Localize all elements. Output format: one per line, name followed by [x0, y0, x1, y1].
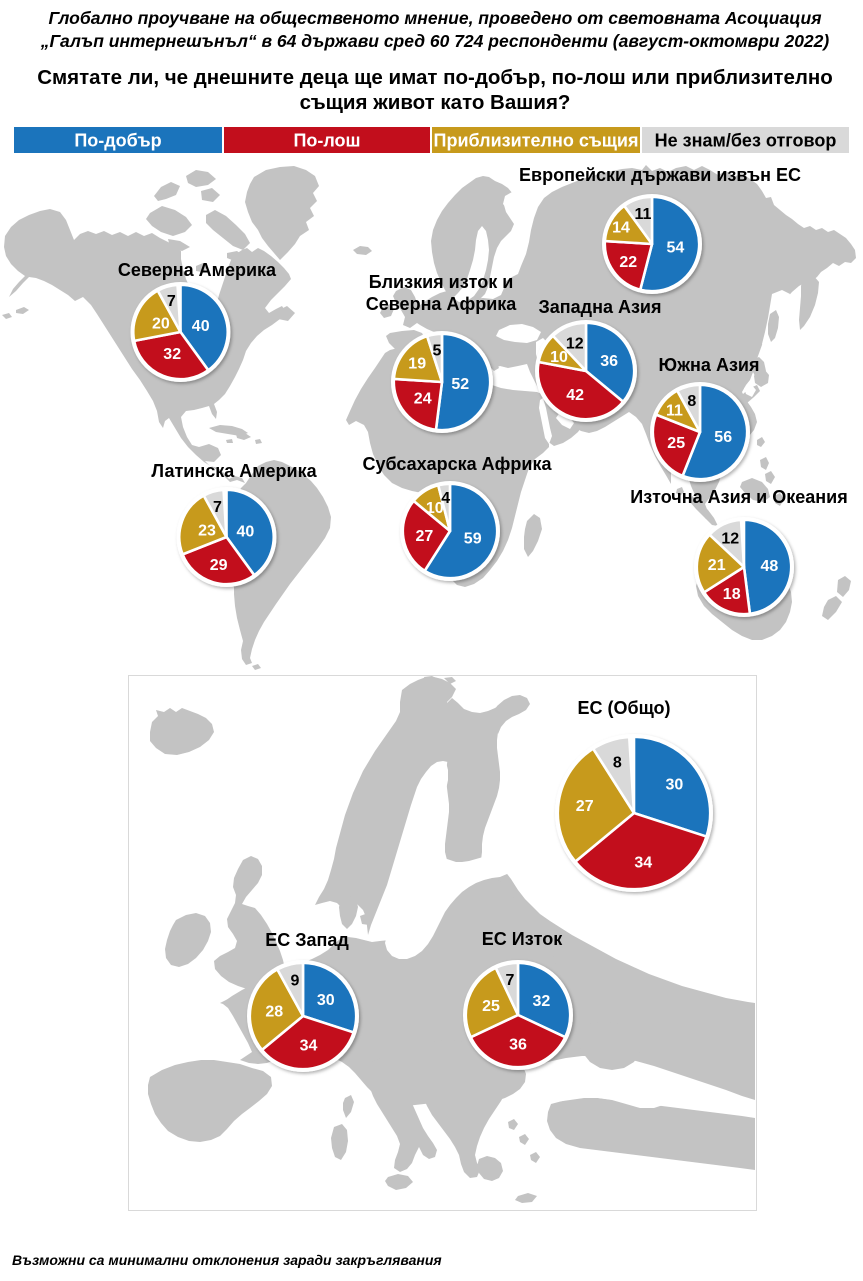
svg-text:24: 24: [414, 391, 432, 408]
svg-text:32: 32: [533, 993, 551, 1010]
svg-text:34: 34: [300, 1038, 318, 1055]
svg-text:42: 42: [566, 387, 584, 404]
svg-text:9: 9: [290, 972, 299, 989]
svg-text:10: 10: [550, 349, 568, 366]
svg-text:12: 12: [721, 531, 739, 548]
svg-text:Северна Америка: Северна Америка: [118, 260, 277, 280]
svg-text:7: 7: [506, 972, 515, 989]
svg-text:10: 10: [426, 500, 444, 517]
svg-text:11: 11: [666, 402, 683, 419]
svg-text:7: 7: [213, 499, 222, 516]
svg-text:30: 30: [317, 992, 335, 1009]
svg-text:11: 11: [635, 206, 652, 223]
svg-text:7: 7: [167, 293, 176, 310]
svg-text:40: 40: [237, 524, 255, 541]
svg-text:27: 27: [416, 528, 434, 545]
svg-text:Приблизително същия: Приблизително същия: [434, 131, 639, 151]
svg-text:40: 40: [192, 318, 210, 335]
svg-text:18: 18: [723, 586, 741, 603]
svg-text:27: 27: [576, 798, 594, 815]
svg-text:52: 52: [451, 376, 469, 393]
svg-text:28: 28: [265, 1003, 283, 1020]
svg-text:56: 56: [714, 429, 732, 446]
svg-text:30: 30: [666, 776, 684, 793]
svg-text:Европейски държави извън ЕС: Европейски държави извън ЕС: [519, 165, 801, 185]
svg-text:36: 36: [600, 353, 618, 370]
svg-text:20: 20: [152, 316, 170, 333]
svg-text:Източна Азия и Океания: Източна Азия и Океания: [630, 487, 847, 507]
svg-text:Близкия изток и: Близкия изток и: [369, 272, 514, 292]
svg-text:8: 8: [613, 754, 622, 771]
svg-text:По-добър: По-добър: [74, 131, 161, 151]
svg-text:8: 8: [687, 393, 696, 410]
svg-text:Не знам/без отговор: Не знам/без отговор: [655, 131, 837, 151]
svg-text:19: 19: [408, 356, 426, 373]
svg-text:29: 29: [210, 557, 228, 574]
svg-text:4: 4: [441, 490, 450, 507]
svg-text:34: 34: [634, 854, 652, 871]
svg-text:54: 54: [667, 240, 685, 257]
svg-text:По-лош: По-лош: [293, 131, 360, 151]
svg-text:Субсахарска Африка: Субсахарска Африка: [362, 454, 552, 474]
svg-text:„Галъп интернешънъл“ в 64 държ: „Галъп интернешънъл“ в 64 държави сред 6…: [40, 31, 830, 51]
svg-text:ЕС Изток: ЕС Изток: [482, 929, 563, 949]
svg-text:48: 48: [761, 558, 779, 575]
svg-text:36: 36: [509, 1037, 527, 1054]
svg-text:Латинска Америка: Латинска Америка: [151, 461, 317, 481]
svg-text:25: 25: [482, 998, 500, 1015]
svg-text:23: 23: [198, 523, 216, 540]
svg-text:Южна Азия: Южна Азия: [659, 355, 760, 375]
svg-text:14: 14: [612, 220, 630, 237]
svg-text:59: 59: [464, 530, 482, 547]
svg-text:същия живот като Вашия?: същия живот като Вашия?: [300, 91, 571, 114]
svg-text:5: 5: [432, 342, 441, 359]
svg-text:25: 25: [667, 435, 685, 452]
svg-text:Глобално проучване на обществе: Глобално проучване на общественото мнени…: [48, 8, 821, 28]
svg-text:ЕС Запад: ЕС Запад: [265, 930, 349, 950]
svg-text:32: 32: [163, 346, 181, 363]
svg-text:Възможни са минимални отклонен: Възможни са минимални отклонения заради …: [12, 1252, 442, 1268]
svg-text:12: 12: [566, 336, 584, 353]
svg-text:Северна Африка: Северна Африка: [366, 294, 518, 314]
svg-text:21: 21: [708, 557, 726, 574]
svg-text:Смятате ли, че днешните деца щ: Смятате ли, че днешните деца ще имат по-…: [37, 66, 833, 89]
svg-text:Западна Азия: Западна Азия: [539, 297, 662, 317]
svg-text:ЕС (Общо): ЕС (Общо): [577, 698, 670, 718]
svg-text:22: 22: [619, 254, 637, 271]
